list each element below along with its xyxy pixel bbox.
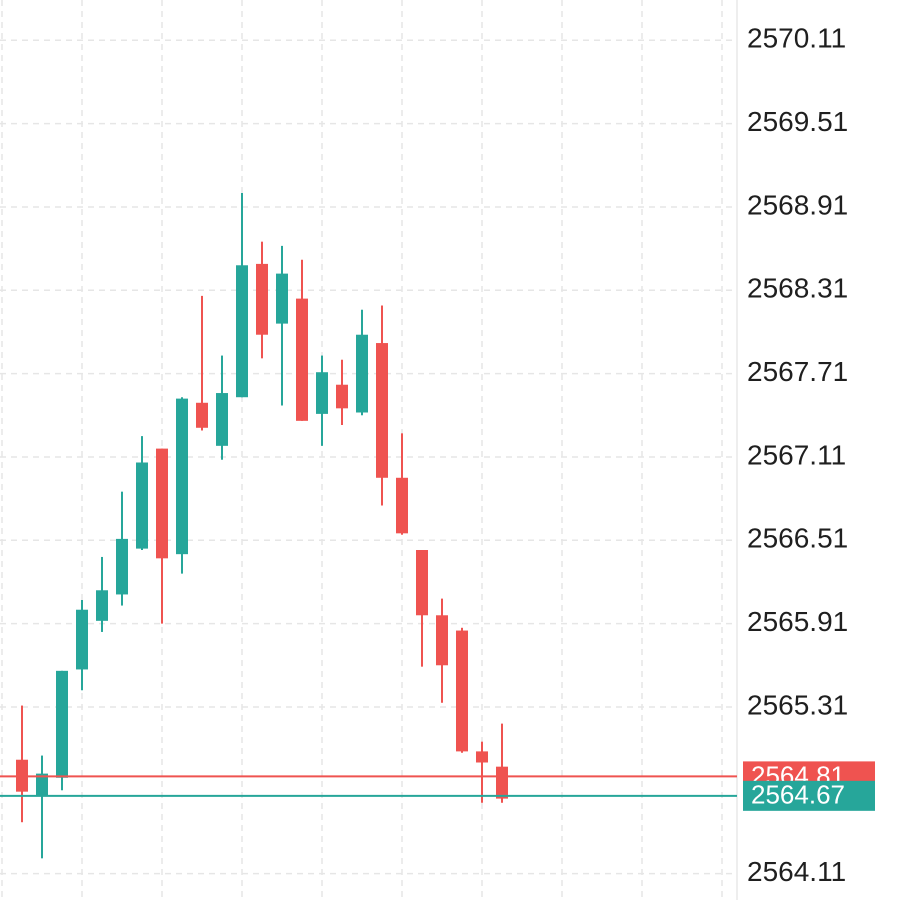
candle-body <box>356 334 368 413</box>
candle-body <box>276 273 288 324</box>
candle-body <box>176 398 188 555</box>
y-tick-label: 2569.51 <box>747 106 848 137</box>
candle-body <box>116 538 128 595</box>
y-tick-label: 2567.11 <box>747 439 846 470</box>
candle-body <box>76 609 88 670</box>
candle-body <box>396 477 408 534</box>
price-label-box <box>743 780 875 811</box>
candle-body <box>476 751 488 763</box>
y-tick-label: 2567.71 <box>747 356 848 387</box>
candle-body <box>136 462 148 549</box>
candle-body <box>436 615 448 666</box>
y-tick-label: 2570.11 <box>747 23 846 54</box>
candle-body <box>316 372 328 414</box>
candle-body <box>416 550 428 616</box>
y-tick-label: 2568.31 <box>747 273 848 304</box>
candle-body <box>296 298 308 421</box>
candle-body <box>36 773 48 796</box>
candle-body <box>376 343 388 478</box>
candle-body <box>96 590 108 621</box>
candle-body <box>256 263 268 335</box>
y-tick-label: 2565.91 <box>747 606 848 637</box>
candle-body <box>336 384 348 409</box>
candle-body <box>216 393 228 446</box>
y-tick-label: 2566.51 <box>747 523 848 554</box>
candle-body <box>236 265 248 398</box>
candle-body <box>56 670 68 778</box>
candle-body <box>156 448 168 559</box>
y-tick-label: 2564.11 <box>747 856 846 887</box>
candle-body <box>496 766 508 799</box>
y-tick-label: 2565.31 <box>747 689 848 720</box>
y-tick-label: 2568.91 <box>747 189 848 220</box>
candle-body <box>456 630 468 752</box>
candle-body <box>196 402 208 428</box>
price-label: 2564.67 <box>751 780 845 810</box>
